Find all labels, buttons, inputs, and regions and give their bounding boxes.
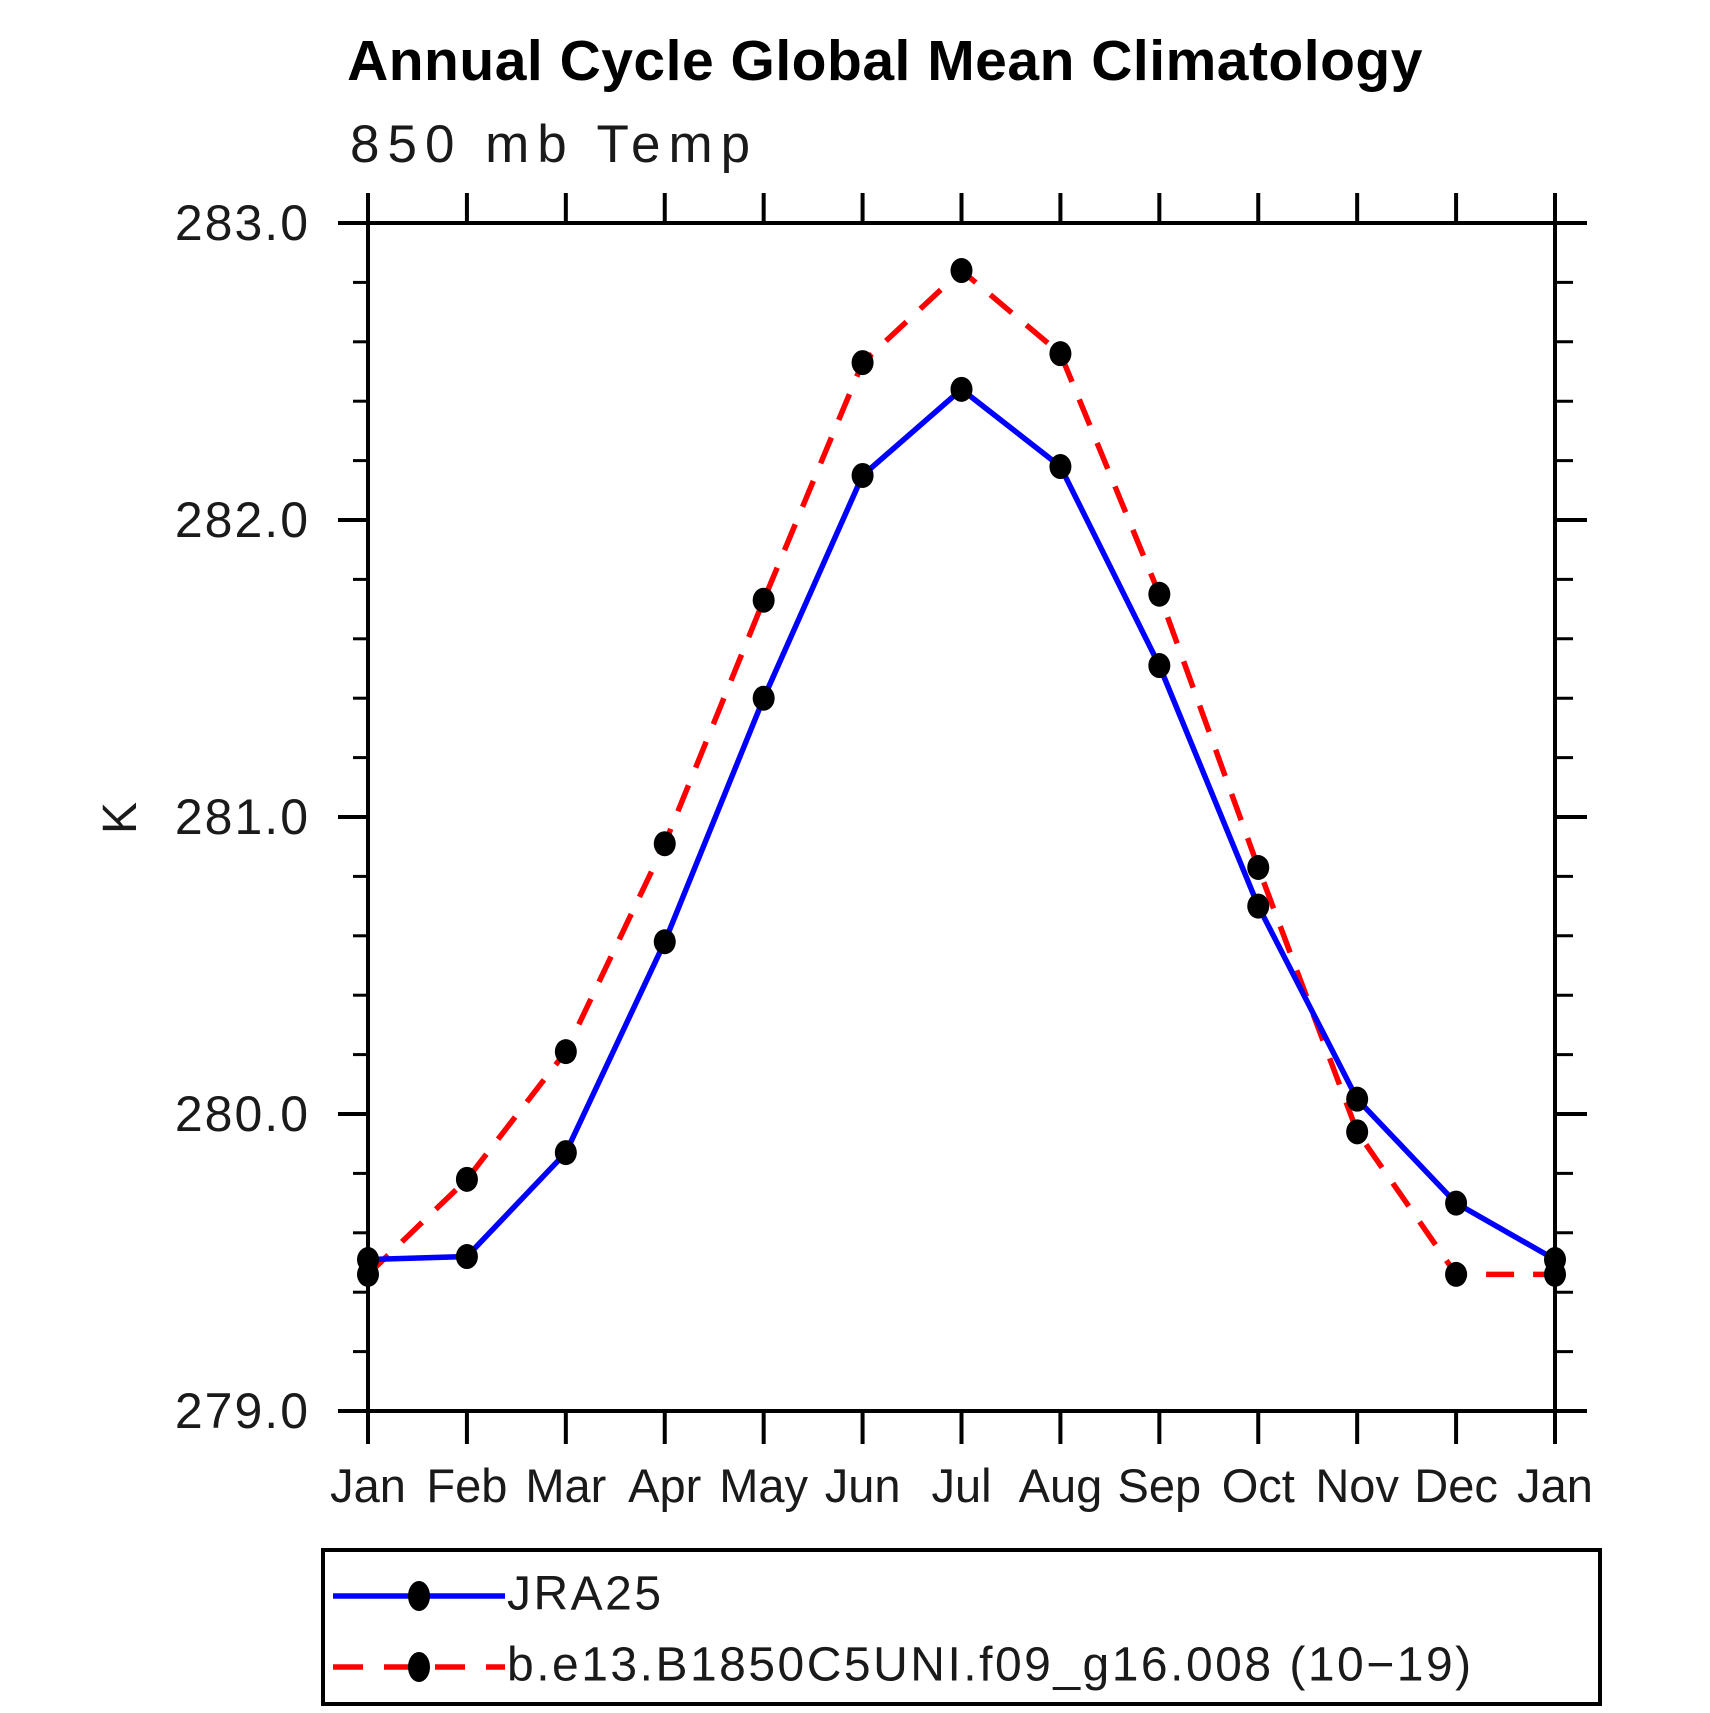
chart-subtitle: 850 mb Temp xyxy=(350,115,759,174)
data-point-marker xyxy=(653,831,676,857)
data-point-marker xyxy=(1346,1119,1369,1145)
chart-title: Annual Cycle Global Mean Climatology xyxy=(347,29,1423,93)
data-point-marker xyxy=(1544,1261,1566,1287)
data-point-marker xyxy=(1049,341,1072,367)
data-point-marker xyxy=(752,685,775,711)
legend-sample-solid-line-icon xyxy=(333,1581,505,1611)
data-point-marker xyxy=(455,1166,478,1192)
x-tick-label: Oct xyxy=(1222,1459,1295,1512)
x-tick-label: Sep xyxy=(1118,1459,1202,1512)
data-point-marker xyxy=(851,350,874,376)
x-tick-label: Apr xyxy=(628,1459,701,1512)
data-point-marker xyxy=(1148,581,1171,607)
data-point-marker xyxy=(950,376,973,402)
data-point-marker xyxy=(1445,1261,1468,1287)
x-tick-label: Jan xyxy=(1517,1459,1593,1512)
legend: JRA25 b.e13.B1850C5UNI.f09_g16.008 (10−1… xyxy=(321,1548,1602,1706)
legend-sample-dashed-line-icon xyxy=(333,1652,505,1682)
data-point-marker xyxy=(653,929,676,955)
x-tick-label: Mar xyxy=(525,1459,606,1512)
data-point-marker xyxy=(1445,1190,1468,1216)
data-point-marker xyxy=(851,462,874,488)
data-point-marker xyxy=(1346,1086,1369,1112)
x-tick-label: Jan xyxy=(330,1459,406,1512)
legend-item-model: b.e13.B1850C5UNI.f09_g16.008 (10−19) xyxy=(329,1638,1589,1691)
x-tick-label: Feb xyxy=(426,1459,507,1512)
data-point-marker xyxy=(554,1039,577,1065)
series-line-jra25 xyxy=(367,385,1557,1263)
x-tick-label: Nov xyxy=(1315,1459,1399,1512)
data-point-marker xyxy=(752,587,775,613)
data-point-markers xyxy=(357,258,1566,1287)
data-point-marker xyxy=(357,1261,379,1287)
x-tick-label: Jul xyxy=(931,1459,991,1512)
data-point-marker xyxy=(950,258,973,284)
data-point-marker xyxy=(455,1244,478,1270)
legend-label: b.e13.B1850C5UNI.f09_g16.008 (10−19) xyxy=(507,1638,1474,1692)
x-tick-label: Dec xyxy=(1414,1459,1498,1512)
legend-label: JRA25 xyxy=(507,1567,664,1621)
y-tick-label: 280.0 xyxy=(175,1086,310,1142)
y-tick-label: 279.0 xyxy=(175,1383,310,1439)
y-tick-label: 281.0 xyxy=(175,789,310,845)
data-point-marker xyxy=(1148,653,1171,679)
x-axis-ticks: Jan Feb Mar Apr May Jun Jul Aug Sep Oct Nov Dec Jan xyxy=(330,193,1593,1512)
legend-item-jra25: JRA25 xyxy=(329,1567,1589,1620)
y-tick-label: 283.0 xyxy=(175,195,310,251)
data-point-marker xyxy=(554,1140,577,1166)
data-point-marker xyxy=(1049,454,1072,480)
x-tick-label: Aug xyxy=(1019,1459,1103,1512)
data-point-marker xyxy=(1247,854,1270,880)
x-tick-label: May xyxy=(719,1459,808,1512)
y-axis-ticks: 283.0 282.0 281.0 280.0 279.0 xyxy=(175,195,1587,1439)
data-point-marker xyxy=(1247,893,1270,919)
y-tick-label: 282.0 xyxy=(175,492,310,548)
x-tick-label: Jun xyxy=(825,1459,901,1512)
